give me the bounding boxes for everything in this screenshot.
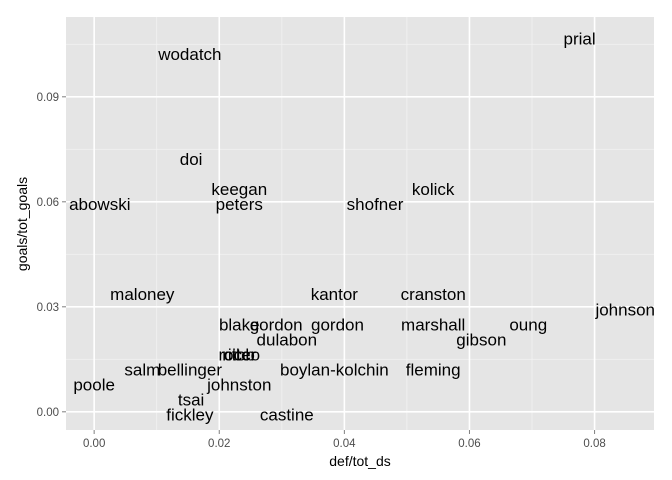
point-label: oung bbox=[509, 315, 547, 334]
x-tick-label: 0.04 bbox=[333, 438, 356, 450]
y-tick-label: 0.09 bbox=[37, 92, 59, 104]
point-label: bellinger bbox=[158, 360, 223, 379]
point-label: kolick bbox=[412, 180, 455, 199]
y-tick-label: 0.00 bbox=[37, 407, 59, 419]
point-label: shofner bbox=[347, 195, 404, 214]
point-label: blake bbox=[219, 315, 260, 334]
point-label: johnston bbox=[206, 376, 271, 395]
x-tick-label: 0.00 bbox=[83, 438, 105, 450]
point-label: peters bbox=[216, 195, 263, 214]
point-label: doi bbox=[180, 150, 203, 169]
point-label: boylan-kolchin bbox=[280, 360, 389, 379]
y-axis-ticks: 0.00 0.03 0.06 0.09 bbox=[37, 92, 66, 419]
point-label: castine bbox=[260, 406, 314, 425]
major-grid bbox=[66, 17, 654, 430]
x-tick-label: 0.06 bbox=[458, 438, 480, 450]
point-label: gordon bbox=[311, 315, 364, 334]
point-label: rocco bbox=[218, 345, 260, 364]
y-tick-label: 0.06 bbox=[37, 197, 59, 209]
x-axis-ticks: 0.00 0.02 0.04 0.06 0.08 bbox=[83, 430, 606, 450]
point-label: fleming bbox=[406, 360, 461, 379]
point-label: marshall bbox=[401, 315, 465, 334]
point-label: cibb bbox=[224, 345, 255, 364]
x-tick-label: 0.08 bbox=[583, 438, 605, 450]
point-label: ritter bbox=[222, 345, 256, 364]
point-label: dulabon bbox=[257, 330, 318, 349]
point-labels: prial wodatch doi keegan kolick abowski peters… bbox=[69, 30, 655, 425]
point-label: abowski bbox=[69, 195, 130, 214]
x-tick-label: 0.02 bbox=[208, 438, 230, 450]
point-label: kantor bbox=[311, 285, 359, 304]
point-label: maloney bbox=[110, 285, 175, 304]
x-axis-title: def/tot_ds bbox=[329, 453, 391, 469]
point-label: salm bbox=[124, 360, 160, 379]
point-label: cranston bbox=[401, 285, 466, 304]
point-label: fickley bbox=[166, 406, 214, 425]
point-label: wodatch bbox=[157, 45, 221, 64]
plot-panel bbox=[66, 17, 654, 430]
point-label: tsai bbox=[178, 391, 204, 410]
point-label: poole bbox=[73, 376, 115, 395]
point-label: johnson bbox=[594, 300, 655, 319]
point-label: gibson bbox=[456, 330, 506, 349]
point-label: prial bbox=[563, 30, 595, 49]
y-axis-title: goals/tot_goals bbox=[14, 177, 30, 271]
y-tick-label: 0.03 bbox=[37, 302, 59, 314]
point-label: keegan bbox=[211, 180, 267, 199]
point-label: gordon bbox=[250, 315, 303, 334]
minor-grid bbox=[66, 17, 654, 430]
